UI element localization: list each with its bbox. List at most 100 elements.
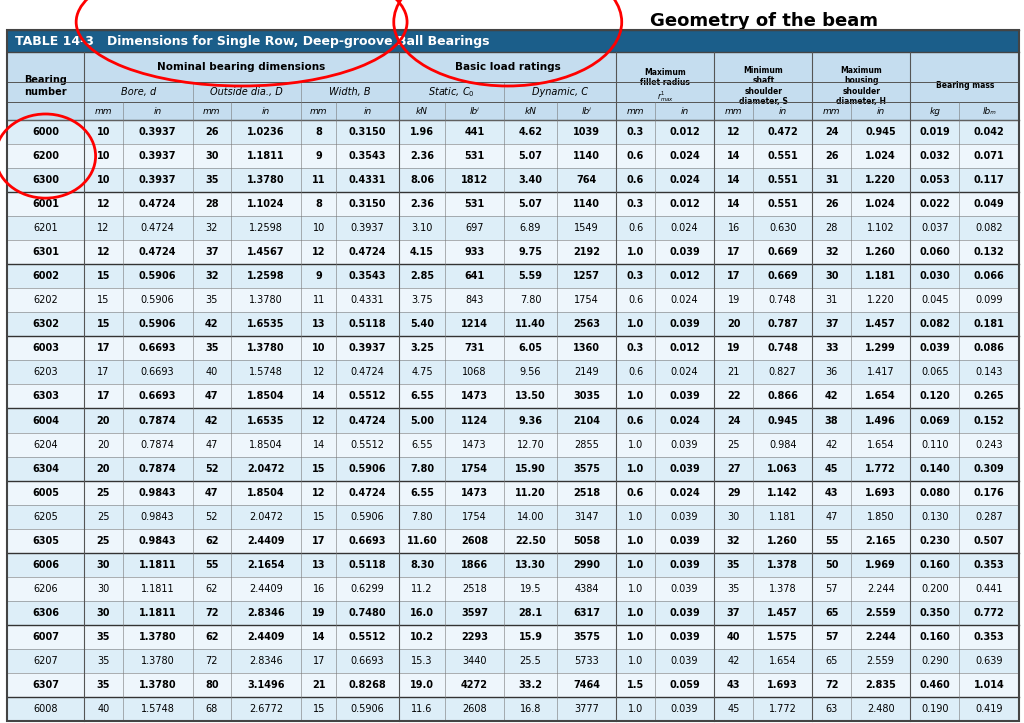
Text: 0.5118: 0.5118 <box>349 320 386 330</box>
Text: 1.299: 1.299 <box>865 343 896 354</box>
Text: 50: 50 <box>825 560 839 570</box>
Text: 0.5512: 0.5512 <box>349 391 386 401</box>
Text: Geometry of the beam: Geometry of the beam <box>650 12 878 30</box>
Text: kN: kN <box>416 106 428 116</box>
Text: Width, B: Width, B <box>330 87 371 97</box>
Text: 0.3: 0.3 <box>627 271 644 281</box>
Text: 0.3150: 0.3150 <box>349 127 386 137</box>
Text: 0.039: 0.039 <box>671 704 698 714</box>
Text: 0.012: 0.012 <box>670 199 700 209</box>
Text: 62: 62 <box>206 583 218 594</box>
Text: 1.1811: 1.1811 <box>140 583 174 594</box>
Text: 42: 42 <box>825 391 839 401</box>
Text: 1473: 1473 <box>462 440 486 450</box>
Text: 531: 531 <box>464 199 484 209</box>
Text: 42: 42 <box>727 656 739 666</box>
Text: 14: 14 <box>312 632 326 642</box>
Text: 1.0: 1.0 <box>627 560 644 570</box>
Text: 1.654: 1.654 <box>769 656 797 666</box>
Text: mm: mm <box>725 106 742 116</box>
Text: 731: 731 <box>464 343 484 354</box>
Text: 2.244: 2.244 <box>866 583 895 594</box>
Text: 6201: 6201 <box>33 223 57 234</box>
Text: 6304: 6304 <box>32 463 59 474</box>
Text: 0.6: 0.6 <box>627 487 644 497</box>
Text: 0.265: 0.265 <box>974 391 1005 401</box>
Text: 32: 32 <box>727 536 740 546</box>
Text: 35: 35 <box>206 295 218 305</box>
Text: 5733: 5733 <box>574 656 599 666</box>
Text: 10: 10 <box>96 175 110 185</box>
Text: 3.40: 3.40 <box>518 175 543 185</box>
Text: 26: 26 <box>205 127 218 137</box>
Text: 65: 65 <box>825 656 838 666</box>
Text: 1.063: 1.063 <box>767 463 798 474</box>
Bar <box>7 336 1019 360</box>
Text: 19.0: 19.0 <box>410 680 434 690</box>
Text: TABLE 14-3   Dimensions for Single Row, Deep-groove Ball Bearings: TABLE 14-3 Dimensions for Single Row, De… <box>15 35 489 48</box>
Text: 43: 43 <box>825 487 839 497</box>
Bar <box>7 697 1019 721</box>
Text: Nominal bearing dimensions: Nominal bearing dimensions <box>158 62 326 72</box>
Text: 0.5906: 0.5906 <box>140 295 174 305</box>
Text: 0.032: 0.032 <box>920 151 950 161</box>
Text: 0.140: 0.140 <box>920 463 950 474</box>
Text: 1.5748: 1.5748 <box>249 367 283 377</box>
Text: 1.5: 1.5 <box>627 680 644 690</box>
Text: 0.6693: 0.6693 <box>349 536 386 546</box>
Text: 0.053: 0.053 <box>920 175 950 185</box>
Text: in: in <box>262 106 270 116</box>
Text: 11.60: 11.60 <box>407 536 437 546</box>
Text: 1.457: 1.457 <box>767 608 798 618</box>
Text: 0.6: 0.6 <box>627 151 644 161</box>
Bar <box>7 649 1019 673</box>
Text: 3147: 3147 <box>574 512 599 522</box>
Text: 7.80: 7.80 <box>412 512 433 522</box>
Text: 6.55: 6.55 <box>412 440 433 450</box>
Text: 0.3937: 0.3937 <box>139 151 176 161</box>
Text: 0.037: 0.037 <box>922 223 949 234</box>
Text: 0.152: 0.152 <box>974 416 1005 426</box>
Text: 0.045: 0.045 <box>922 295 949 305</box>
Text: 2.1654: 2.1654 <box>248 560 285 570</box>
Text: 1.0: 1.0 <box>627 632 644 642</box>
Text: 1.378: 1.378 <box>767 560 798 570</box>
Text: 0.6: 0.6 <box>628 295 643 305</box>
Text: 0.066: 0.066 <box>974 271 1005 281</box>
Text: 0.143: 0.143 <box>976 367 1002 377</box>
Text: 2.8346: 2.8346 <box>249 656 283 666</box>
Text: 1068: 1068 <box>462 367 486 377</box>
Text: 0.190: 0.190 <box>922 704 948 714</box>
Text: 9: 9 <box>315 151 322 161</box>
Text: 2.559: 2.559 <box>866 656 895 666</box>
Text: 13: 13 <box>312 560 326 570</box>
Text: 0.6: 0.6 <box>628 367 643 377</box>
Text: 10: 10 <box>96 127 110 137</box>
Text: 2.36: 2.36 <box>410 151 434 161</box>
Text: 1549: 1549 <box>574 223 599 234</box>
Text: 1124: 1124 <box>461 416 488 426</box>
Text: 0.460: 0.460 <box>920 680 950 690</box>
Bar <box>7 625 1019 649</box>
Text: 0.472: 0.472 <box>767 127 798 137</box>
Text: 47: 47 <box>206 440 218 450</box>
Text: 5.59: 5.59 <box>518 271 543 281</box>
Text: in: in <box>154 106 162 116</box>
Text: 72: 72 <box>206 656 218 666</box>
Text: 0.3937: 0.3937 <box>349 343 386 354</box>
Text: 6001: 6001 <box>32 199 59 209</box>
Text: 1.96: 1.96 <box>410 127 434 137</box>
Text: 0.6: 0.6 <box>628 223 643 234</box>
Text: 12: 12 <box>97 223 110 234</box>
Text: 1.693: 1.693 <box>865 487 896 497</box>
Text: 8.30: 8.30 <box>410 560 434 570</box>
Text: 10.2: 10.2 <box>410 632 434 642</box>
Text: 0.7874: 0.7874 <box>139 416 176 426</box>
Text: 7.80: 7.80 <box>520 295 542 305</box>
Text: 17: 17 <box>312 536 326 546</box>
Text: 62: 62 <box>205 632 218 642</box>
Text: 0.060: 0.060 <box>920 247 950 257</box>
Text: 6203: 6203 <box>33 367 57 377</box>
Text: 37: 37 <box>727 608 740 618</box>
Text: 2518: 2518 <box>462 583 486 594</box>
